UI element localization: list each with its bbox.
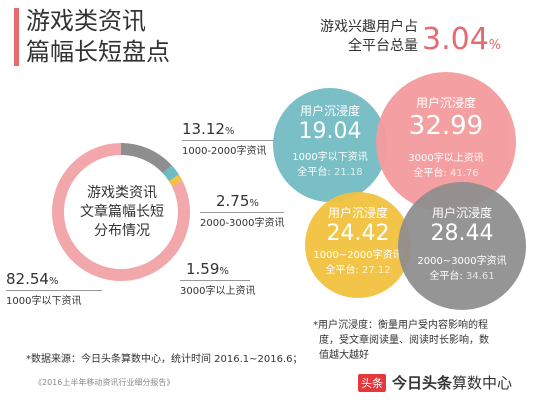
slice-under-1000 [52, 143, 190, 281]
label-1000-2000-desc: 1000-2000字资讯 [182, 146, 267, 157]
label-2000-3000-unit: % [249, 198, 259, 209]
interest-users-label-line2: 全平台总量 [348, 38, 418, 54]
label-1000-2000-value: 13.12% [182, 120, 267, 138]
bubble-1000-2000-label: 用户沉浸度 [327, 206, 388, 220]
toutiao-logo: 头条 今日头条算数中心 [358, 372, 512, 393]
bubble-2000-3000: 用户沉浸度 28.44 2000~3000字资讯 全平台: 34.61 [398, 182, 526, 310]
label-3000-plus: 1.59% 3000字以上资讯 [180, 260, 255, 297]
bubble-1000-2000-sub: 1000~2000字资讯 [313, 250, 403, 261]
label-1000-2000-rule [182, 140, 278, 141]
page-title-line2: 篇幅长短盘点 [26, 38, 170, 66]
slice-2000-3000 [162, 165, 179, 182]
bubble-under-1000: 用户沉浸度 19.04 1000字以下资讯 全平台: 21.18 [273, 88, 387, 202]
bubble-3000-plus-label: 用户沉浸度 [415, 96, 476, 110]
bubble-3000-plus-platform-value: 41.76 [449, 168, 479, 179]
immersion-note-line1: *用户沉浸度：衡量用户受内容影响的程 [313, 320, 488, 331]
bubble-1000-2000-platform-label: 全平台: [325, 265, 359, 276]
toutiao-name-bold: 今日头条 [392, 374, 453, 392]
toutiao-name: 今日头条算数中心 [392, 372, 512, 393]
bubble-3000-plus-value: 32.99 [408, 111, 484, 141]
label-under-1000-unit: % [48, 276, 59, 287]
donut-slices [52, 143, 190, 281]
label-3000-plus-unit: % [219, 266, 229, 277]
interest-users-label: 游戏兴趣用户占 全平台总量 [298, 18, 418, 56]
bubble-under-1000-platform-label: 全平台: [297, 167, 331, 178]
toutiao-name-regular: 算数中心 [452, 374, 513, 392]
bubble-3000-plus-platform-label: 全平台: [413, 168, 447, 179]
bubble-under-1000-value: 19.04 [298, 119, 362, 144]
bubble-under-1000-platform: 全平台: 21.18 [273, 163, 387, 178]
interest-users-unit: % [488, 38, 502, 53]
bubble-under-1000-sub: 1000字以下资讯 [292, 152, 368, 163]
label-under-1000-desc: 1000字以下资讯 [6, 296, 82, 307]
bubble-2000-3000-value: 28.44 [430, 221, 494, 246]
page-title-line1: 游戏类资讯 [26, 7, 146, 35]
interest-users-value: 3.04% [422, 22, 501, 57]
label-2000-3000-rule [200, 212, 284, 213]
donut-center-label: 游戏类资讯 文章篇幅长短 分布情况 [66, 184, 178, 241]
bubble-2000-3000-platform-label: 全平台: [429, 271, 463, 282]
bubble-under-1000-platform-value: 21.18 [333, 167, 363, 178]
label-2000-3000-value: 2.75% [216, 192, 285, 210]
immersion-note-line3: 值越大越好 [319, 350, 369, 361]
bubble-3000-plus-sub: 3000字以上资讯 [408, 153, 484, 164]
bubble-2000-3000-platform-value: 34.61 [465, 271, 495, 282]
bubble-2000-3000-platform: 全平台: 34.61 [398, 267, 526, 282]
bubble-2000-3000-sub: 2000~3000字资讯 [417, 256, 507, 267]
bubble-1000-2000-platform-value: 27.12 [361, 265, 391, 276]
label-3000-plus-rule [180, 280, 250, 281]
bubble-1000-2000: 用户沉浸度 24.42 1000~2000字资讯 全平台: 27.12 [305, 192, 411, 298]
donut-center-line1: 游戏类资讯 [87, 185, 157, 201]
label-3000-plus-desc: 3000字以上资讯 [180, 286, 256, 297]
slice-3000-plus [168, 174, 183, 187]
interest-users-number: 3.04 [422, 22, 489, 57]
data-source: *数据来源：今日头条算数中心，统计时间 2016.1~2016.6； [26, 354, 303, 365]
immersion-note-line2: 度，受文章阅读量、阅读时长影响，数 [319, 335, 489, 346]
donut-center-line2: 文章篇幅长短 [80, 204, 164, 220]
label-under-1000-rule [6, 290, 102, 291]
label-2000-3000: 2.75% 2000-3000字资讯 [200, 192, 285, 229]
bubble-under-1000-label: 用户沉浸度 [299, 104, 360, 118]
label-1000-2000-number: 13.12 [182, 120, 225, 138]
label-3000-plus-number: 1.59 [186, 260, 220, 278]
bubble-1000-2000-platform: 全平台: 27.12 [305, 261, 411, 276]
label-1000-2000-unit: % [224, 126, 235, 137]
label-3000-plus-value: 1.59% [186, 260, 255, 278]
donut-center-line3: 分布情况 [94, 223, 150, 239]
toutiao-badge: 头条 [358, 373, 386, 392]
bubble-1000-2000-value: 24.42 [326, 221, 390, 246]
label-2000-3000-desc: 2000-3000字资讯 [200, 218, 285, 229]
label-under-1000-value: 82.54% [6, 270, 81, 288]
report-name: 《2016上半年移动资讯行业细分报告》 [34, 378, 175, 387]
label-under-1000: 82.54% 1000字以下资讯 [6, 270, 102, 307]
label-2000-3000-number: 2.75 [216, 192, 250, 210]
title-accent-bar [14, 8, 19, 66]
page-title: 游戏类资讯 篇幅长短盘点 [26, 6, 170, 68]
label-1000-2000: 13.12% 1000-2000字资讯 [182, 120, 278, 157]
bubble-2000-3000-label: 用户沉浸度 [431, 206, 492, 220]
interest-users-label-line1: 游戏兴趣用户占 [320, 19, 418, 35]
immersion-note: *用户沉浸度：衡量用户受内容影响的程 度，受文章阅读量、阅读时长影响，数 值越大… [313, 318, 525, 363]
bubble-3000-plus-platform: 全平台: 41.76 [376, 164, 516, 179]
slice-1000-2000 [120, 143, 172, 174]
label-under-1000-number: 82.54 [6, 270, 49, 288]
